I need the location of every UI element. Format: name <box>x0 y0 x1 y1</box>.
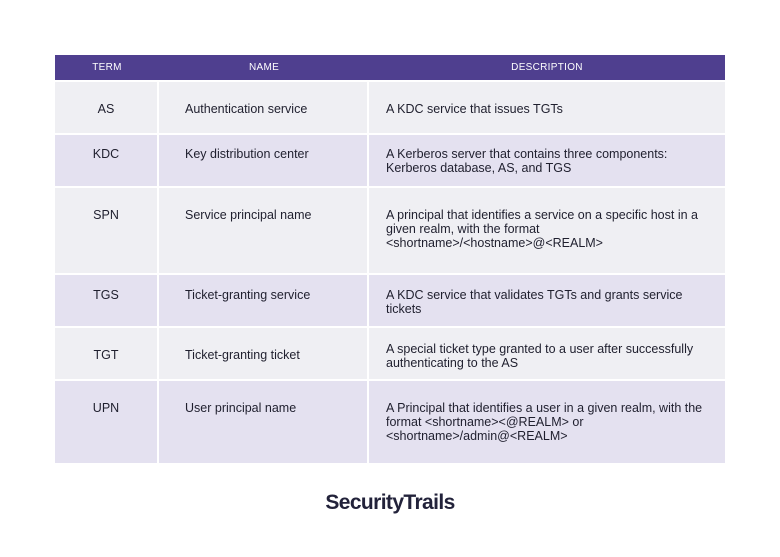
table-row: AS Authentication service A KDC service … <box>55 80 725 133</box>
cell-description: A KDC service that validates TGTs and gr… <box>386 288 683 316</box>
table-header: TERM NAME DESCRIPTION <box>55 55 725 80</box>
glossary-table: TERM NAME DESCRIPTION AS Authentication … <box>55 55 725 463</box>
cell-name: Authentication service <box>159 82 369 133</box>
table-row: KDC Key distribution center A Kerberos s… <box>55 133 725 186</box>
cell-term: AS <box>55 82 159 133</box>
cell-term: SPN <box>55 188 159 273</box>
table-row: TGS Ticket-granting service A KDC servic… <box>55 273 725 326</box>
table-row: SPN Service principal name A principal t… <box>55 186 725 273</box>
cell-term: TGT <box>55 328 159 379</box>
cell-description: A KDC service that issues TGTs <box>386 102 563 116</box>
cell-name: Ticket-granting ticket <box>159 328 369 379</box>
cell-name: Service principal name <box>159 188 369 273</box>
cell-description: A Principal that identifies a user in a … <box>386 401 703 443</box>
cell-term: TGS <box>55 275 159 326</box>
header-term: TERM <box>92 62 122 73</box>
table-row: TGT Ticket-granting ticket A special tic… <box>55 326 725 379</box>
cell-term: KDC <box>55 135 159 186</box>
cell-name: User principal name <box>159 381 369 463</box>
cell-term: UPN <box>55 381 159 463</box>
securitytrails-logo: SecurityTrails <box>325 491 455 514</box>
cell-name: Ticket-granting service <box>159 275 369 326</box>
cell-description: A Kerberos server that contains three co… <box>386 147 668 175</box>
cell-description: A principal that identifies a service on… <box>386 208 698 250</box>
header-description: DESCRIPTION <box>511 62 583 73</box>
table-row: UPN User principal name A Principal that… <box>55 379 725 463</box>
cell-name: Key distribution center <box>159 135 369 186</box>
cell-description: A special ticket type granted to a user … <box>386 342 694 370</box>
header-name: NAME <box>248 62 280 73</box>
